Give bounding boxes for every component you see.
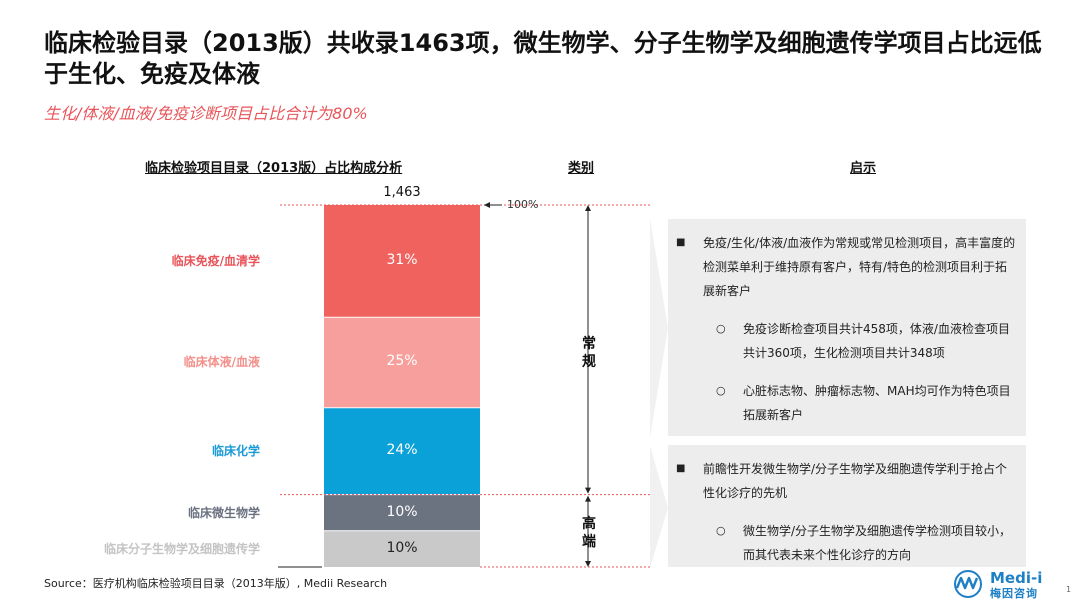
logo-subtitle: 梅因咨询 bbox=[990, 587, 1038, 600]
segment-value-label: 24% bbox=[386, 442, 418, 459]
segment-value-label: 10% bbox=[386, 503, 418, 520]
bar-segment bbox=[324, 205, 480, 318]
guide-lines bbox=[278, 202, 650, 568]
segment-category-label: 临床微生物学 bbox=[187, 505, 260, 520]
segment-category-label: 临床体液/血液 bbox=[183, 355, 260, 370]
bar-top-percent-label: 100% bbox=[507, 198, 539, 211]
insight-box-highend: ■ 前瞻性开发微生物学/分子生物学及细胞遗传学利于抢占个性化诊疗的先机 ○ 微生… bbox=[668, 445, 1026, 567]
circle-bullet-icon: ○ bbox=[716, 524, 726, 537]
insight-main-highend: ■ 前瞻性开发微生物学/分子生物学及细胞遗传学利于抢占个性化诊疗的先机 bbox=[676, 457, 1016, 505]
square-bullet-icon: ■ bbox=[676, 463, 686, 474]
segment-category-label: 临床免疫/血清学 bbox=[171, 254, 260, 269]
circle-bullet-icon: ○ bbox=[716, 322, 726, 335]
arrow-up-icon bbox=[585, 495, 591, 502]
bar-segment bbox=[324, 494, 480, 531]
insight-sub-item: ○ 心脏标志物、肿瘤标志物、MAH均可作为特色项目拓展新客户 bbox=[716, 379, 1020, 427]
page-subtitle: 生化/体液/血液/免疫诊断项目占比合计为80% bbox=[44, 104, 368, 123]
logo-name: Medi-i bbox=[990, 569, 1043, 587]
category-header: 类别 bbox=[568, 161, 595, 176]
arrow-down-icon bbox=[585, 561, 591, 567]
chart-title: 临床检验项目目录（2013版）占比构成分析 bbox=[145, 161, 403, 176]
category-routine: 常规 bbox=[582, 336, 596, 370]
bar-segment bbox=[324, 317, 480, 408]
bar-segment bbox=[324, 530, 480, 567]
chevron-routine-icon bbox=[650, 218, 668, 438]
circle-bullet-icon: ○ bbox=[716, 384, 726, 397]
page-title: 临床检验目录（2013版）共收录1463项，微生物学、分子生物学及细胞遗传学项目… bbox=[44, 29, 1042, 88]
segment-category-label: 临床化学 bbox=[211, 444, 260, 459]
insight-sub-item: ○ 免疫诊断检查项目共计458项，体液/血液检查项目共计360项，生化检测项目共… bbox=[716, 317, 1020, 365]
segment-value-label: 25% bbox=[386, 353, 418, 370]
chevron-highend-icon bbox=[650, 446, 668, 568]
square-bullet-icon: ■ bbox=[676, 237, 686, 248]
segment-value-label: 31% bbox=[386, 252, 418, 269]
segment-value-label: 10% bbox=[386, 539, 418, 556]
medii-logo-icon bbox=[954, 570, 982, 598]
category-highend: 高端 bbox=[582, 516, 596, 550]
insight-sub-item: ○ 微生物学/分子生物学及细胞遗传学检测项目较小，而其代表未来个性化诊疗的方向 bbox=[716, 519, 1020, 567]
segment-category-label: 临床分子生物学及细胞遗传学 bbox=[103, 541, 260, 556]
insight-box-routine: ■ 免疫/生化/体液/血液作为常规或常见检测项目，高丰富度的检测菜单利于维持原有… bbox=[668, 219, 1026, 436]
arrow-left-icon bbox=[484, 202, 490, 208]
page-number: 1 bbox=[1066, 585, 1072, 594]
insight-header: 启示 bbox=[850, 161, 877, 176]
insight-main-routine: ■ 免疫/生化/体液/血液作为常规或常见检测项目，高丰富度的检测菜单利于维持原有… bbox=[676, 231, 1016, 303]
bar-segment bbox=[324, 407, 480, 495]
source-note: Source：医疗机构临床检验项目目录（2013年版）, Medii Resea… bbox=[44, 577, 388, 590]
bar-total-label: 1,463 bbox=[383, 185, 421, 200]
arrow-up-icon bbox=[585, 205, 591, 211]
chevron-arrows bbox=[650, 218, 668, 568]
bar-group bbox=[324, 205, 480, 567]
arrow-down-icon bbox=[585, 487, 591, 494]
